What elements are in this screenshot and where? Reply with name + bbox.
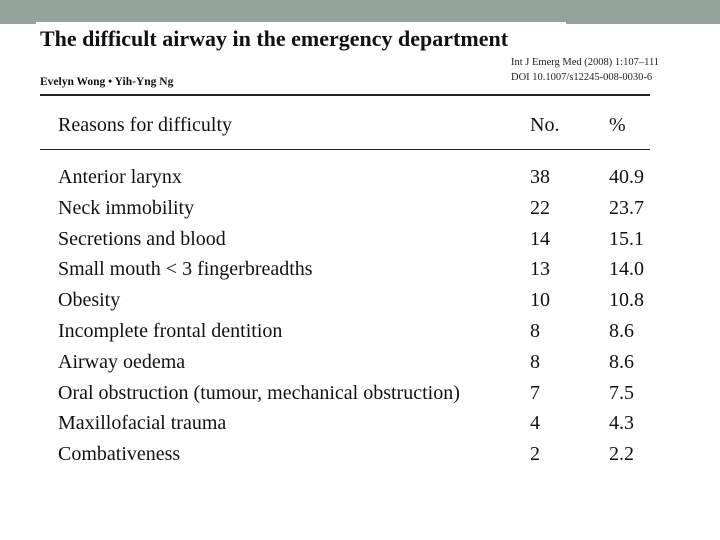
cell-no: 2: [530, 443, 540, 466]
article-title: The difficult airway in the emergency de…: [40, 26, 509, 51]
cell-no: 7: [530, 381, 540, 404]
cell-no: 38: [530, 166, 550, 188]
cell-pct: 8.6: [609, 319, 634, 342]
cell-no: 8: [530, 350, 540, 373]
cell-pct: 40.9: [609, 166, 644, 188]
column-header-no: No.: [530, 114, 560, 136]
cell-pct: 15.1: [609, 227, 644, 250]
journal-citation: Int J Emerg Med (2008) 1:107–111 DOI 10.…: [511, 55, 659, 85]
cell-no: 10: [530, 289, 550, 312]
table-row: Maxillofacial trauma 4 4.3: [0, 412, 720, 443]
cell-reason: Maxillofacial trauma: [58, 412, 227, 435]
column-header-reason: Reasons for difficulty: [58, 114, 233, 136]
cell-pct: 23.7: [609, 196, 644, 219]
cell-reason: Oral obstruction (tumour, mechanical obs…: [58, 381, 460, 404]
cell-pct: 2.2: [609, 443, 634, 466]
slide-top-bar: [0, 0, 720, 24]
cell-reason: Neck immobility: [58, 196, 195, 219]
cell-no: 13: [530, 258, 550, 281]
article-authors: Evelyn Wong • Yih-Yng Ng: [40, 76, 174, 88]
table-row: Obesity 10 10.8: [0, 289, 720, 320]
doi: DOI 10.1007/s12245-008-0030-6: [511, 72, 653, 83]
cell-pct: 10.8: [609, 289, 644, 312]
cell-no: 8: [530, 319, 540, 342]
cell-no: 22: [530, 196, 550, 219]
cell-reason: Combativeness: [58, 443, 181, 466]
cell-reason: Secretions and blood: [58, 227, 226, 250]
table-row: Incomplete frontal dentition 8 8.6: [0, 320, 720, 351]
table-row: Small mouth < 3 fingerbreadths 13 14.0: [0, 258, 720, 289]
journal-ref: Int J Emerg Med (2008) 1:107–111: [511, 57, 660, 68]
table-top-rule: [40, 94, 650, 96]
table-row: Anterior larynx 38 40.9: [0, 166, 720, 197]
column-header-pct: %: [609, 114, 626, 136]
table-row: Combativeness 2 2.2: [0, 443, 720, 474]
cell-reason: Airway oedema: [58, 350, 186, 373]
table-row: Secretions and blood 14 15.1: [0, 228, 720, 259]
cell-no: 14: [530, 227, 550, 250]
cell-pct: 7.5: [609, 381, 634, 404]
table-row: Airway oedema 8 8.6: [0, 351, 720, 382]
table-header-rule: [40, 149, 650, 150]
cell-reason: Incomplete frontal dentition: [58, 319, 283, 342]
table-body: Anterior larynx 38 40.9 Neck immobility …: [0, 166, 720, 474]
table-row: Oral obstruction (tumour, mechanical obs…: [0, 382, 720, 413]
title-box: [36, 22, 566, 80]
cell-reason: Obesity: [58, 289, 121, 312]
cell-pct: 14.0: [609, 258, 644, 281]
cell-reason: Anterior larynx: [58, 166, 182, 188]
cell-no: 4: [530, 412, 540, 435]
cell-pct: 4.3: [609, 412, 634, 435]
table-row: Neck immobility 22 23.7: [0, 197, 720, 228]
cell-reason: Small mouth < 3 fingerbreadths: [58, 258, 313, 281]
cell-pct: 8.6: [609, 350, 634, 373]
